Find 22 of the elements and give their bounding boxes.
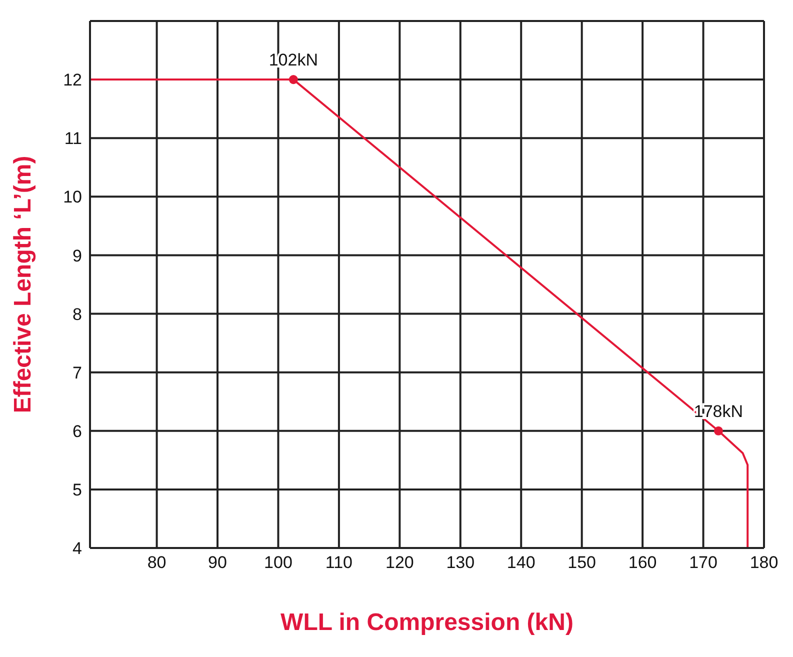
x-tick-label: 180	[750, 553, 778, 572]
x-tick-label: 130	[446, 553, 475, 572]
x-tick-label: 80	[147, 553, 166, 572]
y-tick-label: 8	[72, 304, 82, 324]
y-tick-label: 4	[72, 539, 82, 558]
x-tick-label: 170	[689, 553, 718, 572]
x-tick-label: 150	[568, 553, 596, 572]
y-tick-label: 11	[64, 129, 82, 148]
y-tick-label: 12	[63, 70, 82, 90]
x-tick-label: 110	[325, 553, 353, 572]
x-tick-label: 120	[385, 553, 414, 572]
y-tick-label: 9	[72, 246, 82, 266]
x-tick-label: 90	[208, 553, 227, 572]
x-tick-label: 100	[264, 553, 292, 572]
y-tick-label: 10	[63, 188, 82, 207]
x-tick-label: 140	[506, 553, 536, 572]
x-tick-label: 160	[628, 553, 657, 572]
y-tick-label: 6	[72, 422, 82, 441]
y-axis-title: Effective Length ‘L’(m)	[10, 156, 37, 414]
x-axis-title: WLL in Compression (kN)	[280, 609, 574, 636]
y-tick-label: 7	[72, 363, 82, 382]
y-tick-label: 5	[72, 480, 82, 500]
